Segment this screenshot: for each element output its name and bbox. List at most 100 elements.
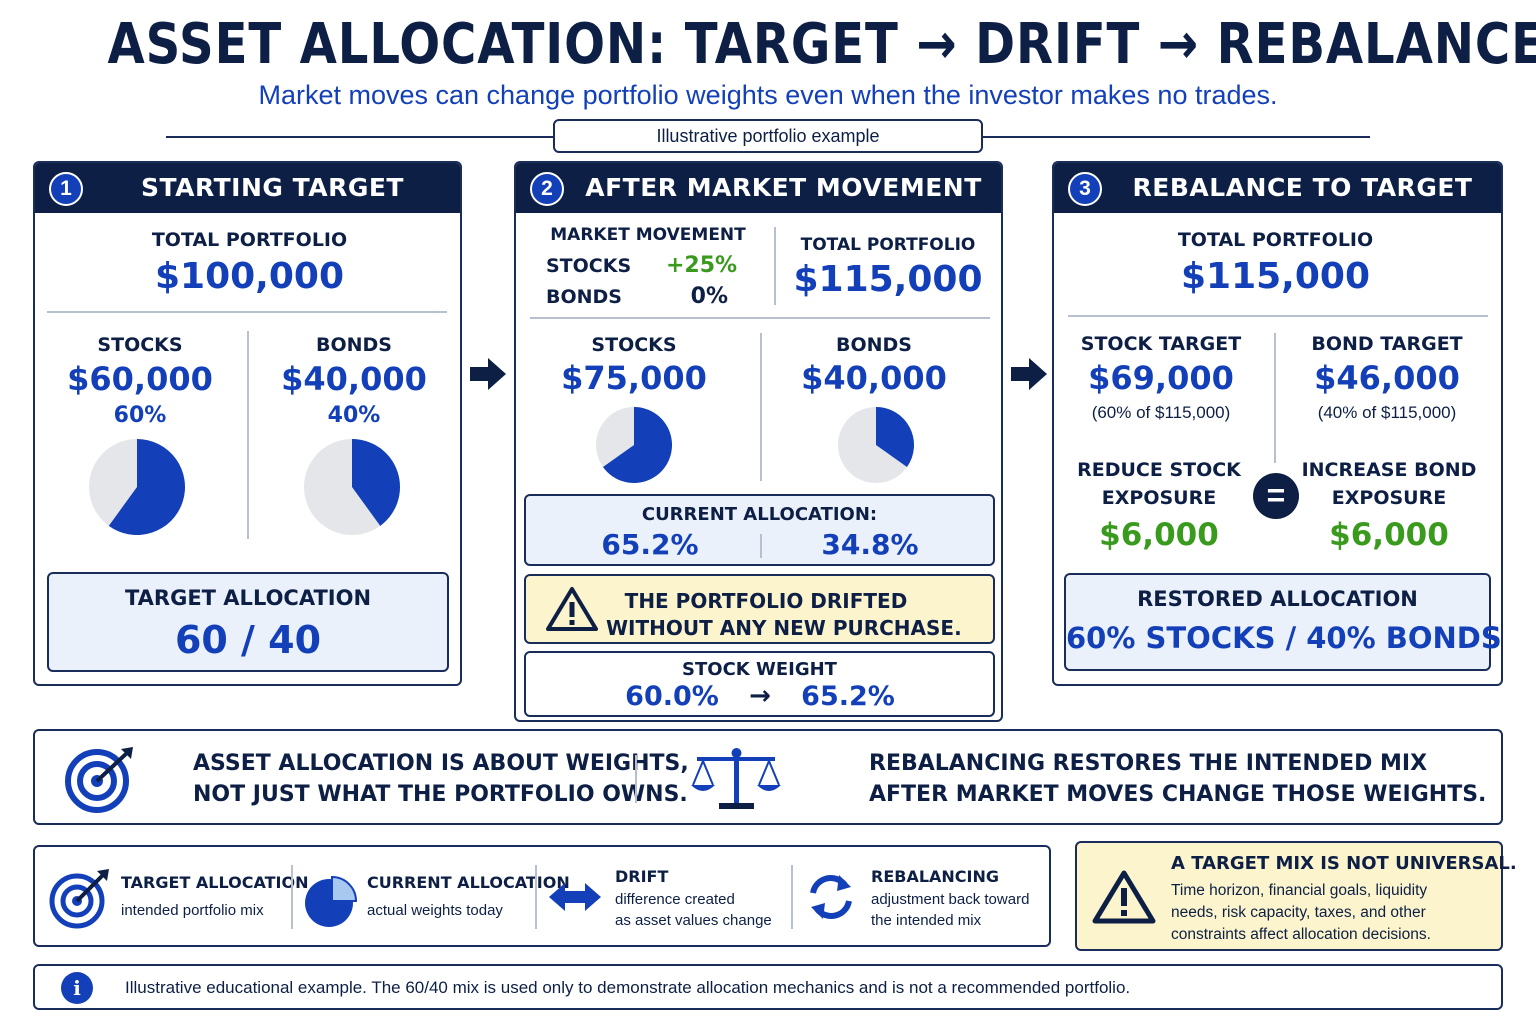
total-portfolio-label: TOTAL PORTFOLIO — [1177, 229, 1374, 251]
restored-allocation-box: RESTORED ALLOCATION 60% STOCKS / 40% BON… — [1064, 573, 1502, 671]
drift-warning-box: THE PORTFOLIO DRIFTED WITHOUT ANY NEW PU… — [524, 574, 995, 644]
stock-target-value: $69,000 — [1088, 359, 1234, 397]
panel-starting-target: 1 STARTING TARGET TOTAL PORTFOLIO $100,0… — [33, 161, 462, 686]
caution-line2: needs, risk capacity, taxes, and other — [1171, 904, 1426, 921]
reduce-stock-value: $6,000 — [1099, 517, 1219, 553]
divider — [291, 865, 293, 929]
stock-weight-label: STOCK WEIGHT — [682, 659, 837, 680]
increase-bond-value: $6,000 — [1329, 517, 1449, 553]
stocks-label: STOCKS — [591, 334, 677, 356]
divider — [791, 865, 793, 929]
divider — [635, 755, 637, 803]
panel-after-market-movement: 2 AFTER MARKET MOVEMENT MARKET MOVEMENT … — [514, 161, 1003, 722]
bonds-percent: 40% — [327, 403, 381, 428]
panel-title: STARTING TARGET — [141, 173, 404, 202]
pie-chart-icon — [305, 875, 357, 927]
caution-line3: constraints affect allocation decisions. — [1171, 926, 1431, 943]
insight-left-line2: NOT JUST WHAT THE PORTFOLIO OWNS. — [193, 782, 688, 807]
warning-icon — [1092, 870, 1156, 924]
total-portfolio-value: $115,000 — [793, 259, 983, 300]
bond-target-label: BOND TARGET — [1311, 333, 1463, 355]
stock-weight-to: 65.2% — [801, 681, 895, 712]
bonds-value: $40,000 — [801, 359, 947, 397]
divider-right — [982, 136, 1370, 138]
info-icon: i — [61, 972, 93, 1004]
page-title: ASSET ALLOCATION: TARGET → DRIFT → REBAL… — [107, 12, 1536, 77]
divider — [247, 331, 249, 539]
panel-header: 3 REBALANCE TO TARGET — [1054, 163, 1501, 213]
drift-warning-line1: THE PORTFOLIO DRIFTED — [624, 589, 908, 613]
divider — [760, 534, 762, 558]
reduce-stock-line1: REDUCE STOCK — [1077, 459, 1241, 481]
stocks-pie-chart — [596, 407, 672, 483]
legend-title: REBALANCING — [871, 867, 1000, 886]
bonds-slice — [352, 439, 400, 526]
divider — [1274, 333, 1276, 463]
legend-title: DRIFT — [615, 867, 669, 886]
increase-bond-line1: INCREASE BOND — [1301, 459, 1477, 481]
stocks-movement-value: +25% — [666, 253, 738, 278]
stocks-pie-chart — [89, 439, 185, 535]
step-number-badge: 1 — [49, 172, 83, 206]
legend-desc: as asset values change — [615, 912, 772, 929]
insight-bar: ASSET ALLOCATION IS ABOUT WEIGHTS, NOT J… — [33, 729, 1503, 825]
legend-desc: actual weights today — [367, 902, 503, 919]
refresh-icon — [810, 875, 852, 919]
page-subtitle: Market moves can change portfolio weight… — [258, 80, 1278, 110]
total-portfolio-label: TOTAL PORTFOLIO — [151, 229, 348, 251]
drift-warning-line2: WITHOUT ANY NEW PURCHASE. — [606, 616, 962, 640]
stocks-label: STOCKS — [97, 334, 183, 356]
panel-title: REBALANCE TO TARGET — [1132, 173, 1473, 202]
stock-weight-arrow: → — [749, 681, 771, 711]
divider — [774, 227, 776, 305]
arrow-right-icon — [470, 358, 506, 390]
panel-rebalance-to-target: 3 REBALANCE TO TARGET TOTAL PORTFOLIO $1… — [1052, 161, 1503, 686]
arrow-right-icon — [1011, 358, 1047, 390]
legend-desc: intended portfolio mix — [121, 902, 264, 919]
panel-title: AFTER MARKET MOVEMENT — [585, 173, 982, 202]
divider — [760, 333, 762, 481]
example-tag: Illustrative portfolio example — [553, 119, 983, 153]
legend-title: TARGET ALLOCATION — [121, 873, 309, 892]
divider — [47, 311, 447, 313]
bonds-label: BONDS — [836, 334, 912, 356]
bond-target-note: (40% of $115,000) — [1317, 403, 1457, 422]
bonds-slice — [876, 407, 914, 467]
bond-target-value: $46,000 — [1314, 359, 1460, 397]
current-allocation-label: CURRENT ALLOCATION: — [641, 504, 878, 525]
bonds-movement-label: BONDS — [546, 286, 622, 308]
total-portfolio-value: $100,000 — [154, 256, 345, 297]
step-number-badge: 3 — [1068, 172, 1102, 206]
stocks-slice — [108, 439, 185, 535]
insight-right-line1: REBALANCING RESTORES THE INTENDED MIX — [869, 751, 1428, 776]
legend-desc: adjustment back toward — [871, 891, 1030, 908]
divider-left — [166, 136, 554, 138]
target-allocation-value: 60 / 40 — [174, 618, 322, 662]
market-movement-label: MARKET MOVEMENT — [550, 225, 746, 245]
restored-allocation-value: 60% STOCKS / 40% BONDS — [1066, 621, 1502, 655]
stocks-percent: 60% — [113, 403, 167, 428]
legend-box: TARGET ALLOCATION intended portfolio mix… — [33, 845, 1051, 947]
stock-weight-box: STOCK WEIGHT 60.0% → 65.2% — [524, 651, 995, 717]
insight-right-line2: AFTER MARKET MOVES CHANGE THOSE WEIGHTS. — [869, 782, 1487, 807]
footer-note-box: i Illustrative educational example. The … — [33, 964, 1503, 1010]
caution-box: A TARGET MIX IS NOT UNIVERSAL. Time hori… — [1075, 841, 1517, 951]
stock-weight-from: 60.0% — [625, 681, 719, 712]
divider — [535, 865, 537, 929]
current-bonds-percent: 34.8% — [821, 528, 919, 561]
stocks-movement-label: STOCKS — [546, 255, 632, 277]
current-allocation-box: CURRENT ALLOCATION: 65.2% 34.8% — [524, 494, 995, 566]
panel-header: 2 AFTER MARKET MOVEMENT — [516, 163, 1001, 213]
stocks-slice — [602, 407, 672, 483]
restored-allocation-label: RESTORED ALLOCATION — [1137, 587, 1418, 611]
double-arrow-icon — [549, 883, 601, 911]
caution-title: A TARGET MIX IS NOT UNIVERSAL. — [1171, 853, 1517, 874]
bonds-value: $40,000 — [281, 360, 427, 398]
increase-bond-line2: EXPOSURE — [1331, 487, 1447, 509]
stock-target-note: (60% of $115,000) — [1091, 403, 1231, 422]
bonds-pie-chart — [838, 407, 914, 483]
legend-title: CURRENT ALLOCATION — [367, 873, 570, 892]
legend-desc: difference created — [615, 891, 735, 908]
divider — [1068, 315, 1488, 317]
stocks-value: $60,000 — [67, 360, 213, 398]
